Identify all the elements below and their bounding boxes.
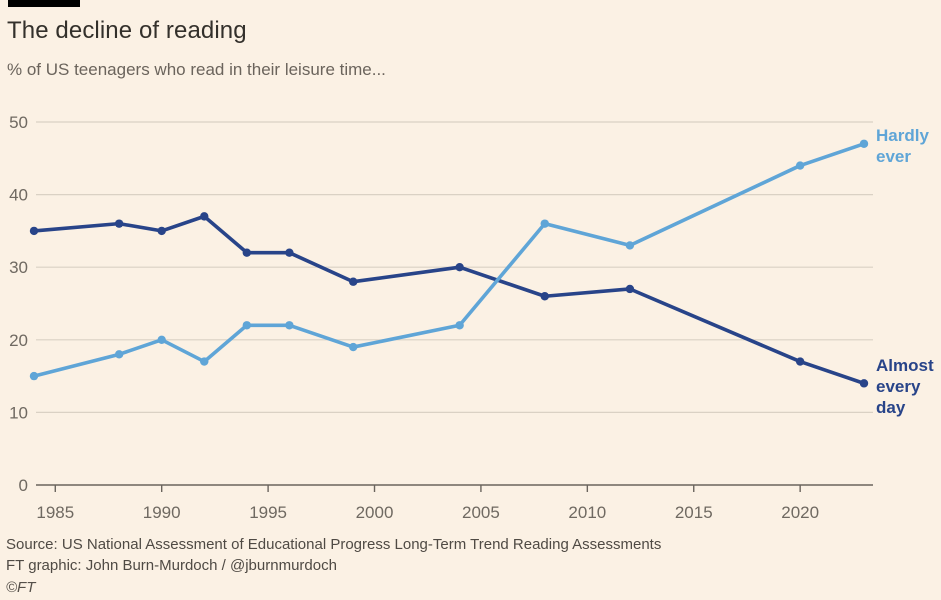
y-tick-label-0: 0 [19, 476, 28, 495]
source-note: Source: US National Assessment of Educat… [6, 536, 662, 553]
x-tick-label-2010: 2010 [568, 503, 606, 522]
data-point [29, 226, 39, 236]
data-point [455, 263, 464, 272]
ft-top-rule [8, 0, 80, 7]
series-label-almost-every-day: Almost every day [876, 356, 934, 417]
data-point [114, 219, 124, 228]
x-tick-label-2000: 2000 [356, 503, 394, 522]
data-point [157, 335, 166, 344]
data-point [795, 161, 805, 170]
data-point [859, 139, 869, 148]
data-point [349, 342, 358, 352]
y-tick-label-50: 50 [9, 113, 28, 132]
data-point [200, 212, 209, 221]
series-line-0 [32, 214, 866, 386]
chart-subtitle: % of US teenagers who read in their leis… [7, 60, 386, 79]
data-point [540, 292, 549, 301]
series-line-1 [32, 141, 866, 378]
graphic-credit: FT graphic: John Burn-Murdoch / @jburnmu… [6, 557, 337, 574]
data-point [285, 248, 294, 257]
data-point [242, 321, 252, 330]
x-tick-label-1985: 1985 [36, 503, 74, 522]
data-point [200, 357, 209, 366]
y-tick-label-30: 30 [9, 258, 28, 277]
y-tick-label-10: 10 [9, 403, 28, 422]
data-point [455, 321, 464, 330]
x-tick-label-1995: 1995 [249, 503, 287, 522]
y-tick-label-20: 20 [9, 331, 28, 350]
data-point [29, 371, 39, 381]
x-tick-label-1990: 1990 [143, 503, 181, 522]
data-point [625, 284, 635, 294]
series-label-hardly-ever: Hardly ever [876, 126, 929, 166]
data-point [285, 321, 294, 330]
ft-copyright: ©FT [6, 579, 36, 596]
x-tick-label-2020: 2020 [781, 503, 819, 522]
page-title: The decline of reading [7, 17, 247, 44]
data-point [349, 277, 358, 286]
data-point [540, 219, 549, 228]
x-tick-label-2005: 2005 [462, 503, 500, 522]
data-point [625, 241, 635, 250]
data-point [859, 379, 869, 388]
x-tick-label-2015: 2015 [675, 503, 713, 522]
y-tick-label-40: 40 [9, 186, 28, 205]
data-point [242, 248, 252, 257]
data-point [157, 226, 166, 236]
data-point [795, 357, 805, 366]
data-point [114, 350, 124, 359]
